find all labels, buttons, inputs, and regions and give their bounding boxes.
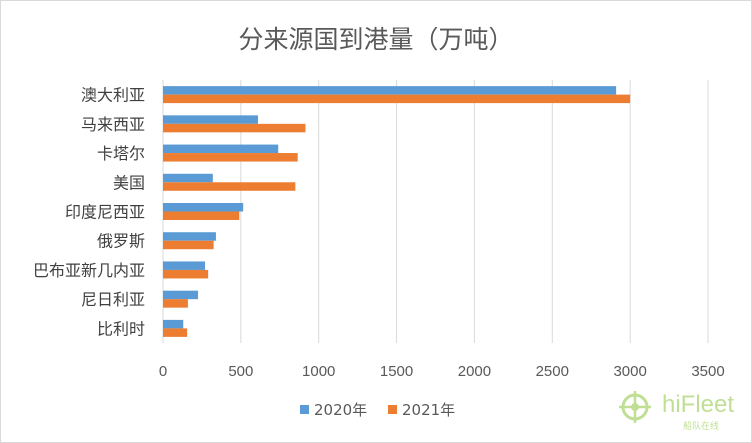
bar-2021年 bbox=[163, 328, 188, 337]
bar-2020年 bbox=[163, 319, 184, 329]
legend-swatch bbox=[388, 405, 397, 414]
x-tick-label: 3500 bbox=[691, 363, 724, 380]
bar-2021年 bbox=[163, 123, 306, 133]
x-tick-label: 0 bbox=[159, 363, 167, 380]
bar-2021年 bbox=[163, 240, 214, 250]
bar-2020年 bbox=[163, 144, 279, 154]
bar-2020年 bbox=[163, 115, 258, 124]
x-tick-label: 3000 bbox=[613, 363, 646, 380]
bar-2020年 bbox=[163, 232, 216, 241]
bar-2020年 bbox=[163, 261, 206, 270]
bar-2020年 bbox=[163, 290, 199, 300]
bar-2021年 bbox=[163, 182, 296, 191]
category-label: 比利时 bbox=[97, 319, 145, 338]
bar-2021年 bbox=[163, 211, 240, 220]
category-label: 美国 bbox=[113, 173, 145, 192]
bars bbox=[163, 86, 631, 337]
watermark-brand: hiFleet bbox=[662, 391, 734, 418]
watermark-tagline: 船队在线 bbox=[683, 420, 719, 432]
hifleet-watermark: hiFleet 船队在线 bbox=[619, 391, 734, 432]
category-label: 马来西亚 bbox=[81, 115, 145, 134]
bar-2020年 bbox=[163, 173, 213, 183]
x-tick-label: 1500 bbox=[380, 363, 413, 380]
x-tick-label: 2500 bbox=[536, 363, 569, 380]
legend-swatch bbox=[300, 405, 309, 414]
x-tick-label: 2000 bbox=[458, 363, 491, 380]
bar-2021年 bbox=[163, 269, 209, 279]
ship-wheel-icon bbox=[619, 391, 651, 423]
bar-2021年 bbox=[163, 94, 631, 104]
legend: 2020年 2021年 bbox=[300, 401, 455, 419]
category-label: 澳大利亚 bbox=[81, 86, 145, 105]
x-tick-label: 500 bbox=[228, 363, 253, 380]
chart-title: 分来源国到港量（万吨） bbox=[238, 25, 513, 54]
bar-2021年 bbox=[163, 153, 298, 162]
bar-2020年 bbox=[163, 86, 617, 95]
category-label: 巴布亚新几内亚 bbox=[33, 261, 145, 280]
x-tick-label: 1000 bbox=[302, 363, 335, 380]
category-label: 卡塔尔 bbox=[97, 144, 145, 163]
bar-2021年 bbox=[163, 299, 188, 308]
x-tick-labels: 0 500 1000 1500 2000 2500 3000 3500 bbox=[159, 363, 725, 380]
category-label: 俄罗斯 bbox=[97, 232, 145, 251]
category-label: 尼日利亚 bbox=[81, 290, 145, 309]
bar-2020年 bbox=[163, 203, 244, 212]
legend-label: 2021年 bbox=[402, 401, 455, 419]
category-label: 印度尼西亚 bbox=[65, 203, 145, 222]
legend-label: 2020年 bbox=[314, 401, 367, 419]
